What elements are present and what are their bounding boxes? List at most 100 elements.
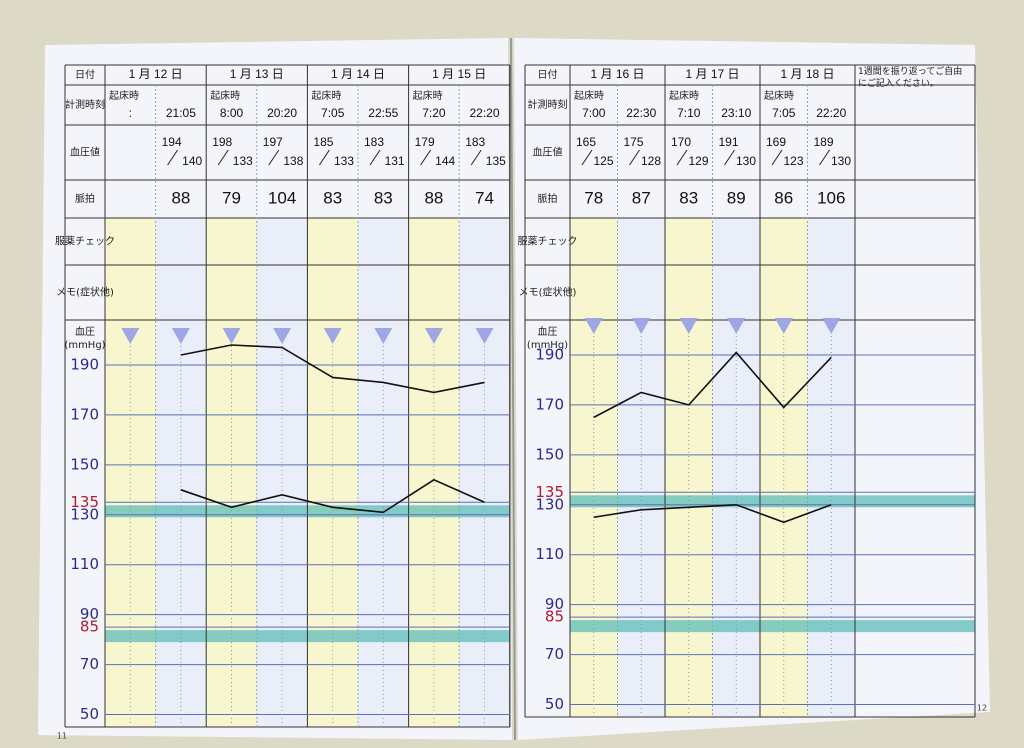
y-tick-label: 50 [80,705,99,723]
chart-label: 血圧 [75,325,95,338]
note-box: 1週間を振り返ってご自由にご記入ください。 [858,67,963,89]
marker-triangle [171,328,190,344]
diastolic: 128 [641,154,661,168]
diastolic: 138 [283,154,303,168]
row-label: 血圧値 [70,146,100,159]
pulse: 104 [268,188,296,207]
diastolic: 125 [593,154,613,168]
y-tick-label: 170 [535,395,564,413]
time: 8:00 [220,106,244,120]
y-tick-label: 190 [70,355,99,373]
marker-triangle [121,328,140,344]
systolic: 169 [766,135,786,149]
y-tick-label: 135 [70,493,99,511]
diastolic: 144 [435,154,455,168]
systolic-line [593,351,832,419]
time: 7:05 [321,106,345,120]
diastolic: 130 [736,154,756,168]
y-tick-label: 150 [535,445,564,463]
systolic: 170 [671,135,691,149]
wake-label: 起床時 [413,89,443,102]
column-shade [712,218,760,717]
systolic: 198 [212,135,232,149]
slash [369,149,381,166]
y-tick-label: 110 [535,545,564,563]
time: 22:20 [469,106,499,120]
time: 7:00 [582,106,606,120]
diastolic-line [593,503,832,524]
date: 1 月 15 日 [432,67,486,81]
time: 23:10 [721,106,751,120]
pulse: 78 [584,188,603,207]
marker-triangle [323,328,342,344]
pulse: 83 [679,188,698,207]
systolic: 175 [624,135,644,149]
slash [771,149,783,166]
diastolic: 123 [783,154,803,168]
date: 1 月 12 日 [129,67,183,81]
pulse: 83 [374,188,393,207]
column-shade [570,218,618,717]
marker-triangle [774,318,793,334]
y-tick-label: 190 [535,345,564,363]
row-label: 脈拍 [538,192,558,205]
y-tick-label: 70 [80,655,99,673]
systolic: 191 [719,135,739,149]
y-tick-label: 50 [545,695,564,713]
time: 21:05 [166,106,196,120]
marker-triangle [222,328,241,344]
marker-triangle [374,328,393,344]
note-text: 1週間を振り返ってご自由にご記入ください。 [858,67,963,89]
marker-triangle [584,318,603,334]
y-tick-label: 130 [535,495,564,513]
y-tick-label: 85 [80,618,99,636]
column-shade [665,218,713,717]
diastolic: 135 [486,154,506,168]
marker-triangle [727,318,746,334]
systolic: 165 [576,135,596,149]
wake-label: 起床時 [574,89,604,102]
time: 7:05 [772,106,796,120]
target-band [570,495,975,508]
row-label: 脈拍 [75,192,95,205]
y-tick-label: 170 [70,405,99,423]
systolic: 185 [313,135,333,149]
slash [676,149,688,166]
systolic: 194 [162,135,182,149]
pulse: 74 [475,188,494,207]
diastolic: 133 [233,154,253,168]
pulse: 79 [222,188,241,207]
diastolic: 131 [385,154,405,168]
date: 1 月 16 日 [590,67,644,81]
marker-triangle [475,328,494,344]
time: 22:20 [816,106,846,120]
time: 22:55 [368,106,398,120]
slash [819,149,830,166]
pulse: 88 [424,188,443,207]
marker-triangle [822,318,841,334]
diastolic: 140 [182,154,202,168]
pulse: 88 [171,188,190,207]
column-shade [617,218,665,717]
systolic-line [180,344,485,394]
y-tick-label: 110 [70,555,99,573]
row-label: 服薬チェック [518,236,578,248]
row-label: 服薬チェック [55,236,115,248]
row-label: 日付 [538,68,558,81]
y-tick-label: 70 [545,645,564,663]
diastolic: 129 [688,154,708,168]
y-tick-label: 135 [535,483,564,501]
time: 7:20 [422,106,446,120]
diastolic: 130 [831,154,851,168]
systolic: 183 [364,135,384,149]
time: : [129,106,132,120]
pulse: 106 [817,188,845,207]
slash [268,149,280,166]
pulse: 89 [727,188,746,207]
chart-label: 血圧 [538,325,558,338]
spine [510,37,516,741]
slash [167,149,179,166]
time: 20:20 [267,106,297,120]
time: 7:10 [677,106,701,120]
